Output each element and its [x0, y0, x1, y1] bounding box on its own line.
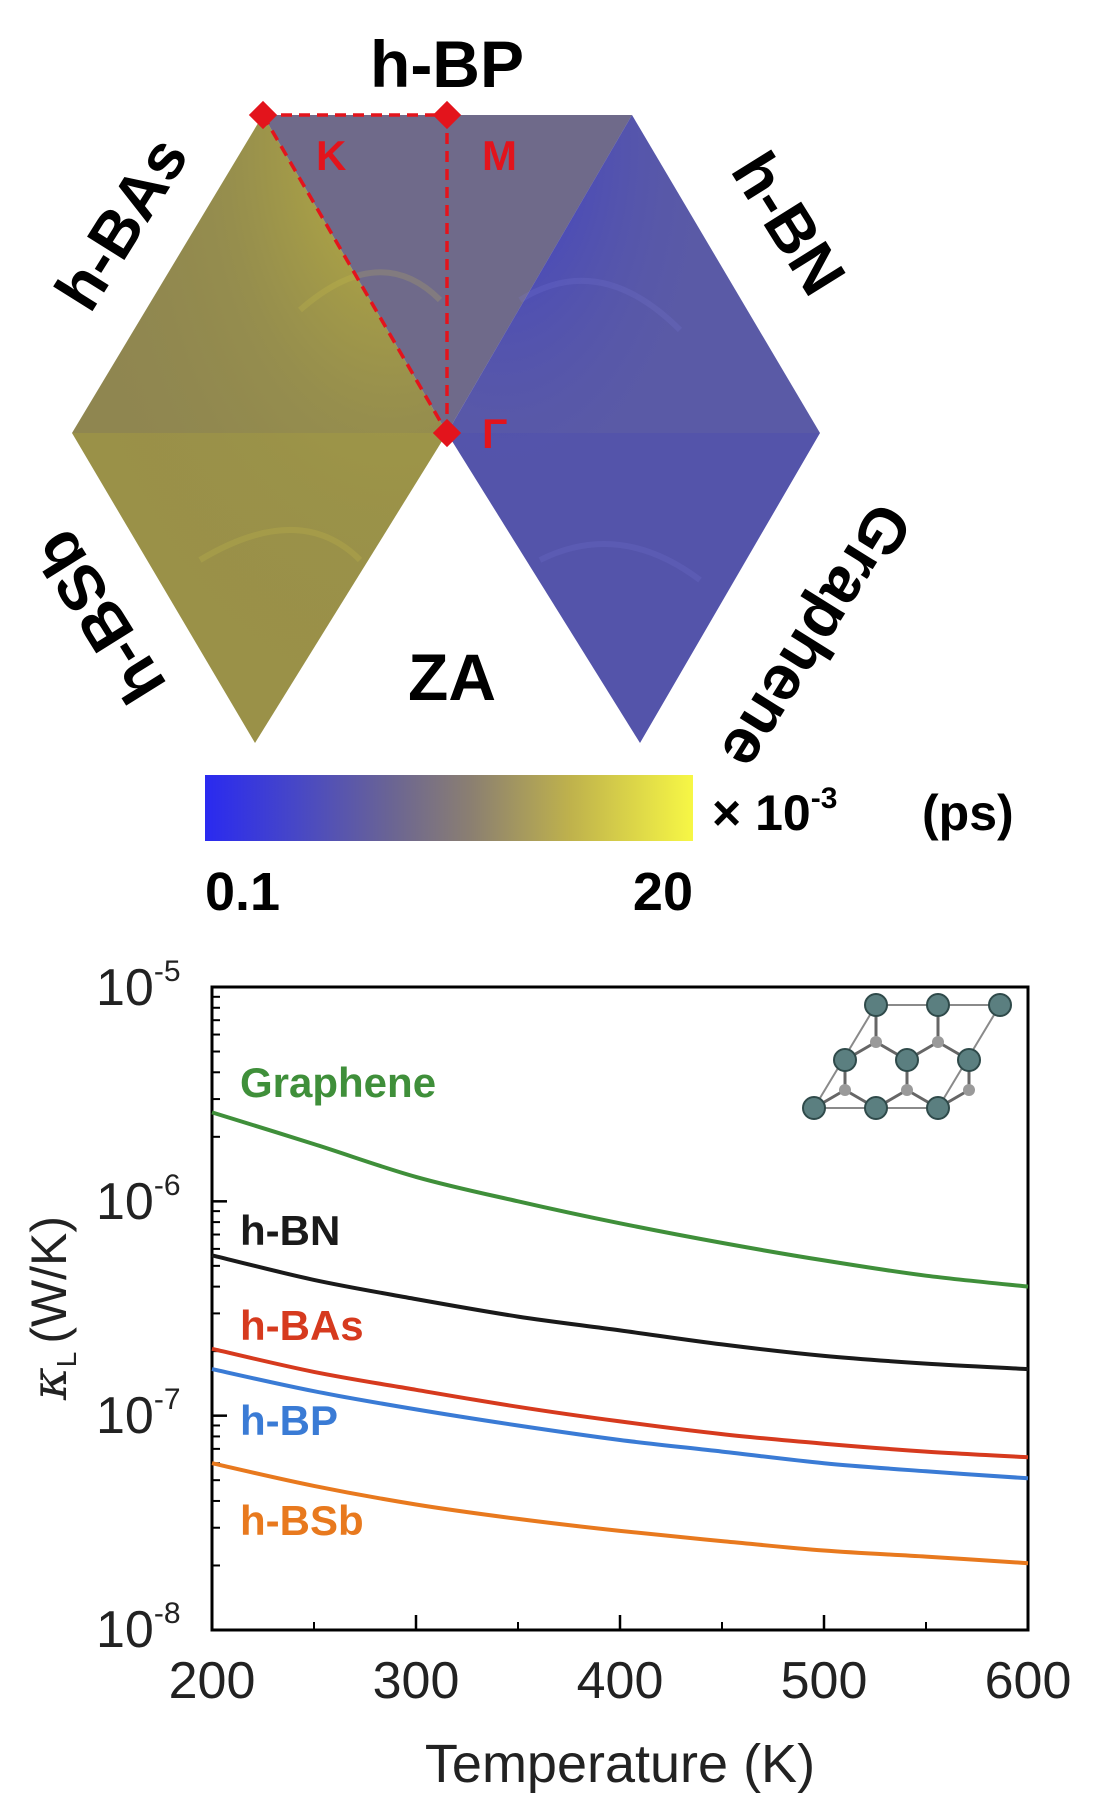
gamma-point-label: Γ — [482, 410, 507, 457]
colorbar-gradient — [205, 775, 693, 841]
x-tick-label-300: 300 — [373, 1652, 460, 1710]
series-label-h-bn: h-BN — [240, 1207, 340, 1254]
colorbar-max-label: 20 — [633, 862, 693, 922]
symmetry-path — [261, 113, 449, 434]
kappa-chart: 200 300 400 500 600 10-5 10-6 10-7 10-8 … — [20, 955, 1071, 1794]
m-point-label: M — [482, 132, 517, 179]
x-tick-label-200: 200 — [169, 1652, 256, 1710]
series-line-h-bsb — [211, 1461, 1029, 1566]
texture-arcs — [198, 269, 702, 583]
x-tick-label-400: 400 — [577, 1652, 664, 1710]
minor-ticks — [212, 995, 927, 1630]
gamma-point-marker — [432, 418, 462, 448]
series-line-graphene — [211, 1110, 1029, 1289]
x-axis-title: Temperature (K) — [425, 1734, 815, 1794]
x-tick-label-600: 600 — [985, 1652, 1072, 1710]
y-tick-label-1e-6: 10-6 — [96, 1169, 181, 1231]
bz-map: K M Γ h-BP h-BAs h-BN h-BSb Graphene ZA — [19, 27, 926, 782]
x-tick-label-500: 500 — [781, 1652, 868, 1710]
mode-label: ZA — [408, 640, 496, 714]
series-line-h-bp — [211, 1367, 1029, 1481]
series-line-h-bn — [211, 1253, 1029, 1372]
glow-blue — [447, 115, 820, 743]
y-axis-title: κL(W/K) — [20, 1216, 82, 1401]
series-label-h-bas: h-BAs — [240, 1302, 364, 1349]
y-tick-label-1e-8: 10-8 — [96, 1597, 181, 1659]
region-h-bp — [263, 115, 632, 433]
label-h-bp: h-BP — [370, 27, 524, 101]
colorbar-min-label: 0.1 — [205, 862, 280, 922]
major-ticks — [210, 985, 1030, 1632]
colorbar-unit: (ps) — [922, 785, 1014, 841]
honeycomb-lattice-inset — [802, 993, 1012, 1120]
lattice-atoms — [802, 993, 1012, 1120]
series-label-graphene: Graphene — [240, 1059, 436, 1106]
y-tick-label-1e-5: 10-5 — [96, 955, 181, 1017]
colorbar: 0.1 20 × 10-3 (ps) — [205, 775, 1014, 922]
colorbar-multiplier: × 10-3 — [712, 782, 837, 841]
series-line-h-bas — [211, 1346, 1029, 1460]
series-lines — [211, 1110, 1029, 1566]
y-tick-label-1e-7: 10-7 — [96, 1383, 181, 1445]
series-label-h-bp: h-BP — [240, 1397, 338, 1444]
series-label-h-bsb: h-BSb — [240, 1497, 364, 1544]
label-h-bn: h-BN — [718, 139, 860, 307]
lattice-small-atoms — [839, 1036, 975, 1096]
k-point-label: K — [316, 132, 346, 179]
